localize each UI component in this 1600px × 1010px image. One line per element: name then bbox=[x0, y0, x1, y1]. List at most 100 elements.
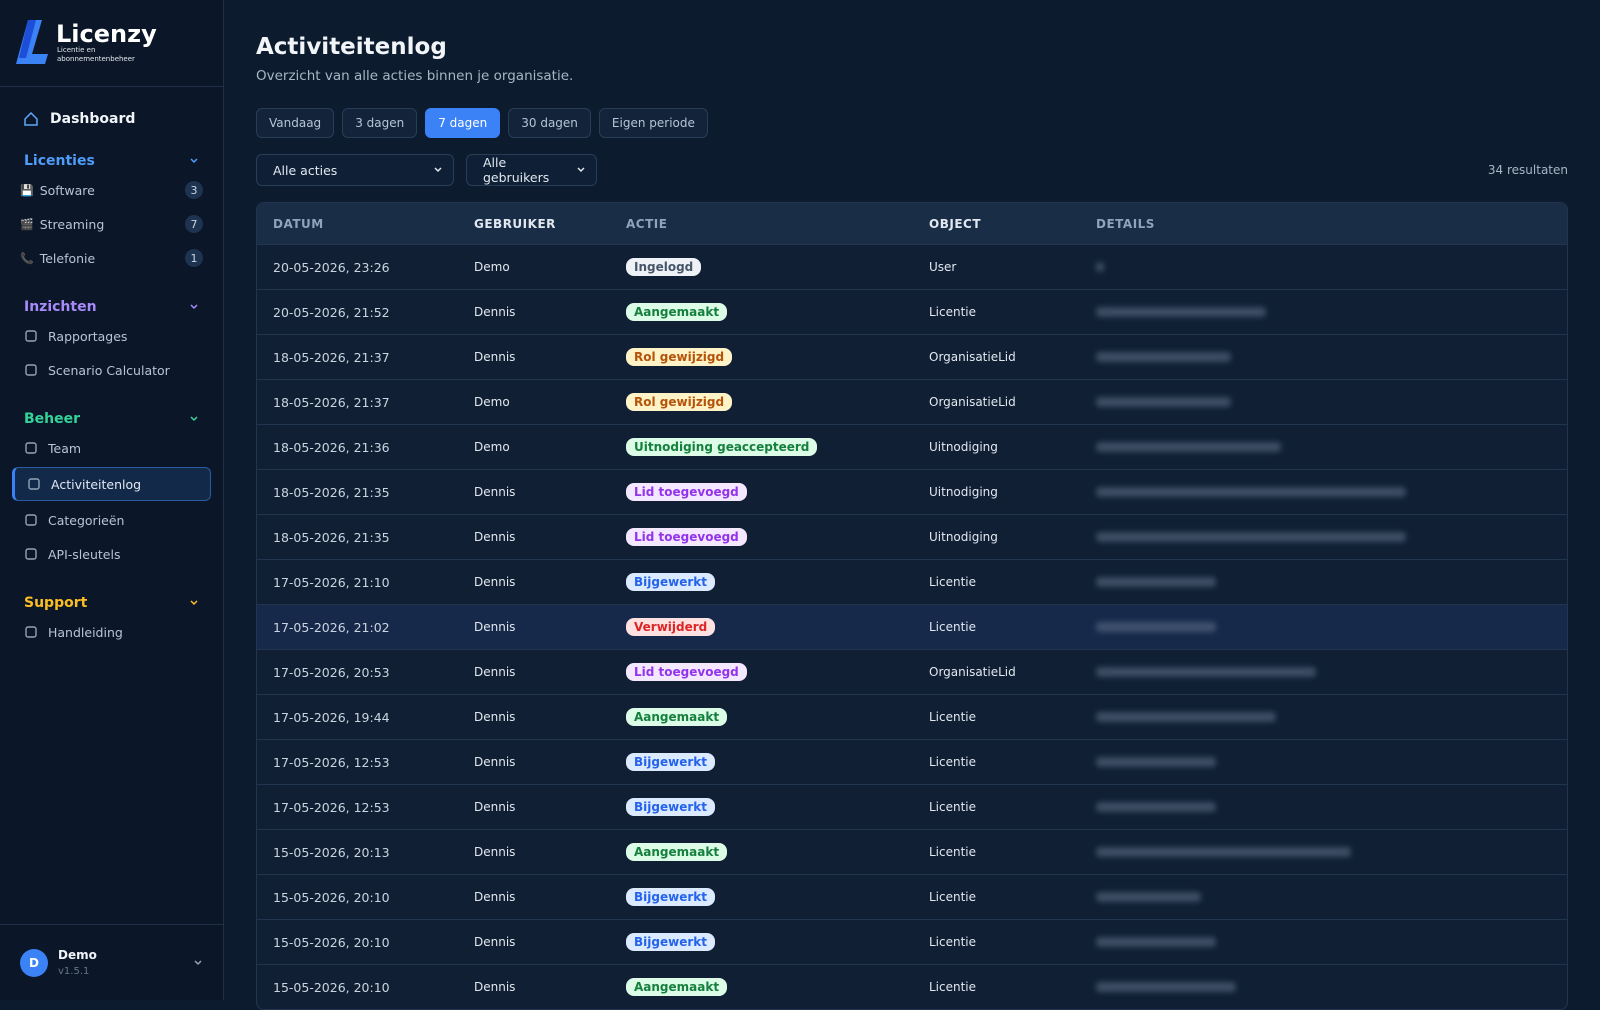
cell-action: Bijgewerkt bbox=[626, 753, 929, 771]
period-button[interactable]: Eigen periode bbox=[598, 108, 708, 138]
action-badge: Bijgewerkt bbox=[626, 798, 715, 816]
nav-label: Handleiding bbox=[48, 624, 123, 640]
action-badge: Verwijderd bbox=[626, 618, 716, 636]
nav-label: Team bbox=[48, 440, 82, 456]
nav-sections: Licenties 💾 Software 3 🎬 Streaming 7 📞 Telefonie… bbox=[12, 149, 211, 649]
cell-user: Dennis bbox=[474, 485, 516, 499]
cell-user: Dennis bbox=[474, 665, 516, 679]
cell-user: Demo bbox=[474, 440, 510, 454]
table-header: DATUM GEBRUIKER ACTIE OBJECT DETAILS bbox=[257, 203, 1567, 244]
table-row[interactable]: 15-05-2026, 20:13 Dennis Aangemaakt Licenti… bbox=[257, 829, 1567, 874]
nav-label: Software bbox=[39, 182, 95, 198]
cell-action: Lid toegevoegd bbox=[626, 528, 929, 546]
nav-label: Scenario Calculator bbox=[48, 362, 170, 378]
nav-section[interactable]: Licenties bbox=[12, 149, 211, 173]
action-badge: Bijgewerkt bbox=[626, 888, 715, 906]
table-row[interactable]: 20-05-2026, 21:52 Dennis Aangemaakt Licenti… bbox=[257, 289, 1567, 334]
cell-action: Bijgewerkt bbox=[626, 933, 929, 951]
section-title: Beheer bbox=[24, 411, 81, 427]
redacted-details bbox=[1096, 712, 1276, 722]
cell-object: Licentie bbox=[929, 935, 977, 949]
nav-emoji: 📞 bbox=[20, 251, 34, 265]
select[interactable]: Alle acties bbox=[256, 154, 454, 186]
activity-table: DATUM GEBRUIKER ACTIE OBJECT DETAILS 20-05-20… bbox=[256, 202, 1568, 1010]
cell-date: 15-05-2026, 20:10 bbox=[273, 934, 390, 950]
cell-details bbox=[1096, 892, 1567, 902]
nav-item[interactable]: Categorieën bbox=[12, 503, 211, 537]
cell-object: Licentie bbox=[929, 845, 977, 859]
period-button[interactable]: 7 dagen bbox=[425, 108, 501, 138]
period-button[interactable]: Vandaag bbox=[256, 108, 335, 138]
column-header: ACTIE bbox=[626, 216, 668, 231]
table-row[interactable]: 15-05-2026, 20:10 Dennis Bijgewerkt Licenti… bbox=[257, 919, 1567, 964]
cell-action: Aangemaakt bbox=[626, 303, 929, 321]
cell-action: Bijgewerkt bbox=[626, 888, 929, 906]
nav-label: Rapportages bbox=[48, 328, 128, 344]
table-row[interactable]: 17-05-2026, 19:44 Dennis Aangemaakt Licenti… bbox=[257, 694, 1567, 739]
period-button[interactable]: 3 dagen bbox=[342, 108, 418, 138]
table-row[interactable]: 15-05-2026, 20:10 Dennis Aangemaakt Licenti… bbox=[257, 964, 1567, 1009]
redacted-details bbox=[1096, 262, 1104, 272]
nav-item[interactable]: 🎬 Streaming 7 bbox=[12, 207, 211, 241]
redacted-details bbox=[1096, 982, 1236, 992]
table-row[interactable]: 18-05-2026, 21:37 Dennis Rol gewijzigd Orga… bbox=[257, 334, 1567, 379]
table-row[interactable]: 17-05-2026, 21:10 Dennis Bijgewerkt Licenti… bbox=[257, 559, 1567, 604]
nav-item[interactable]: Team bbox=[12, 431, 211, 465]
cell-user: Demo bbox=[474, 395, 510, 409]
nav-item[interactable]: Rapportages bbox=[12, 319, 211, 353]
cell-action: Aangemaakt bbox=[626, 843, 929, 861]
column-header: DETAILS bbox=[1096, 216, 1155, 231]
redacted-details bbox=[1096, 892, 1201, 902]
table-row[interactable]: 18-05-2026, 21:35 Dennis Lid toegevoegd Uit… bbox=[257, 469, 1567, 514]
table-row[interactable]: 20-05-2026, 23:26 Demo Ingelogd User bbox=[257, 244, 1567, 289]
table-row[interactable]: 17-05-2026, 20:53 Dennis Lid toegevoegd Org… bbox=[257, 649, 1567, 694]
cell-action: Lid toegevoegd bbox=[626, 483, 929, 501]
table-row[interactable]: 17-05-2026, 12:53 Dennis Bijgewerkt Licenti… bbox=[257, 784, 1567, 829]
result-count: 34 resultaten bbox=[1487, 163, 1568, 177]
redacted-details bbox=[1096, 532, 1406, 542]
cell-object: Licentie bbox=[929, 980, 977, 994]
nav-section[interactable]: Support bbox=[12, 591, 211, 615]
period-button[interactable]: 30 dagen bbox=[508, 108, 591, 138]
redacted-details bbox=[1096, 622, 1216, 632]
nav-section[interactable]: Inzichten bbox=[12, 295, 211, 319]
cell-details bbox=[1096, 802, 1567, 812]
nav-item[interactable]: 💾 Software 3 bbox=[12, 173, 211, 207]
select[interactable]: Alle gebruikers bbox=[466, 154, 597, 186]
table-row[interactable]: 17-05-2026, 12:53 Dennis Bijgewerkt Licenti… bbox=[257, 739, 1567, 784]
cell-user: Dennis bbox=[474, 935, 516, 949]
cell-action: Uitnodiging geaccepteerd bbox=[626, 438, 929, 456]
cell-object: OrganisatieLid bbox=[929, 665, 1016, 679]
cell-details bbox=[1096, 262, 1567, 272]
nav-section[interactable]: Beheer bbox=[12, 407, 211, 431]
nav-dashboard[interactable]: Dashboard bbox=[12, 101, 211, 137]
action-badge: Rol gewijzigd bbox=[626, 393, 733, 411]
cell-object: Licentie bbox=[929, 710, 977, 724]
table-row[interactable]: 18-05-2026, 21:36 Demo Uitnodiging geaccep… bbox=[257, 424, 1567, 469]
cell-action: Verwijderd bbox=[626, 618, 929, 636]
table-row[interactable]: 17-05-2026, 21:02 Dennis Verwijderd Licenti… bbox=[257, 604, 1567, 649]
nav-item[interactable]: Handleiding bbox=[12, 615, 211, 649]
user-menu[interactable]: D Demo v1.5.1 bbox=[0, 924, 223, 1000]
nav-item[interactable]: Scenario Calculator bbox=[12, 353, 211, 387]
redacted-details bbox=[1096, 397, 1231, 407]
action-badge: Bijgewerkt bbox=[626, 933, 715, 951]
nav-item[interactable]: Activiteitenlog bbox=[12, 467, 211, 501]
nav-label: API-sleutels bbox=[48, 546, 121, 562]
cell-user: Dennis bbox=[474, 530, 516, 544]
nav-item[interactable]: 📞 Telefonie 1 bbox=[12, 241, 211, 275]
cell-object: Uitnodiging bbox=[929, 485, 998, 499]
nav-item[interactable]: API-sleutels bbox=[12, 537, 211, 571]
action-badge: Bijgewerkt bbox=[626, 573, 715, 591]
cell-object: User bbox=[929, 260, 957, 274]
redacted-details bbox=[1096, 847, 1351, 857]
cell-user: Dennis bbox=[474, 980, 516, 994]
table-row[interactable]: 18-05-2026, 21:35 Dennis Lid toegevoegd Uit… bbox=[257, 514, 1567, 559]
cell-user: Demo bbox=[474, 260, 510, 274]
cell-date: 18-05-2026, 21:37 bbox=[273, 394, 390, 410]
table-row[interactable]: 18-05-2026, 21:37 Demo Rol gewijzigd Organi… bbox=[257, 379, 1567, 424]
cell-details bbox=[1096, 667, 1567, 677]
user-name: Demo bbox=[58, 948, 97, 962]
table-row[interactable]: 15-05-2026, 20:10 Dennis Bijgewerkt Licenti… bbox=[257, 874, 1567, 919]
